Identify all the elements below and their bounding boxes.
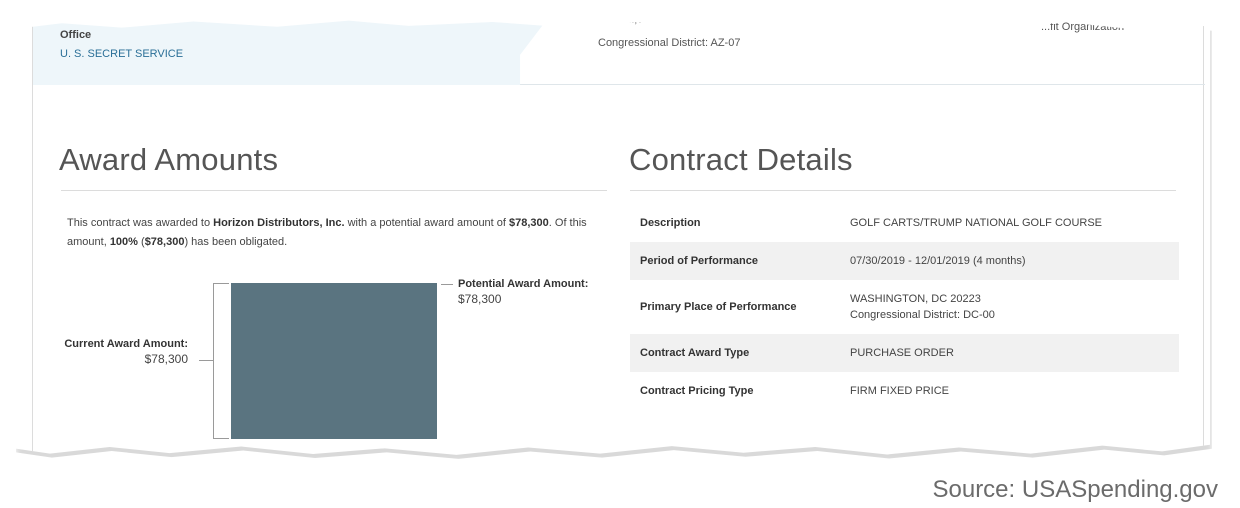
percent-obligated: 100% — [109, 236, 138, 248]
place-location: WASHINGTON, DC 20223 — [850, 293, 981, 305]
recipient-address-partial: ..., AZ 85040 — [626, 15, 683, 26]
award-amounts-heading: Award Amounts — [59, 142, 279, 177]
detail-row-description: Description GOLF CARTS/TRUMP NATIONAL GO… — [630, 204, 1179, 242]
award-summary: This contract was awarded to Horizon Dis… — [67, 214, 612, 252]
contract-heading-divider — [630, 190, 1176, 191]
detail-value: GOLF CARTS/TRUMP NATIONAL GOLF COURSE — [850, 217, 1103, 229]
potential-tick — [441, 284, 453, 285]
detail-row-place: Primary Place of Performance WASHINGTON,… — [630, 280, 1179, 334]
detail-value: 07/30/2019 - 12/01/2019 (4 months) — [850, 255, 1026, 267]
detail-row-pricing-type: Contract Pricing Type FIRM FIXED PRICE — [630, 372, 1179, 410]
detail-row-period: Period of Performance 07/30/2019 - 12/01… — [630, 242, 1179, 280]
recipient-congressional-district: Congressional District: AZ-07 — [598, 37, 741, 49]
detail-label: Contract Pricing Type — [640, 385, 754, 397]
potential-award-label: Potential Award Amount: — [458, 278, 589, 290]
current-award-bar — [231, 283, 437, 439]
office-value[interactable]: U. S. SECRET SERVICE — [60, 48, 184, 60]
summary-end: ) has been obligated. — [184, 236, 288, 248]
contract-details-table: Description GOLF CARTS/TRUMP NATIONAL GO… — [630, 204, 1179, 410]
detail-label: Contract Award Type — [640, 347, 750, 359]
summary-prefix: This contract was awarded to — [67, 217, 214, 229]
detail-label: Description — [640, 217, 701, 229]
source-credit: Source: USASpending.gov — [932, 476, 1218, 503]
office-panel — [33, 20, 543, 85]
current-award-value: $78,300 — [144, 352, 188, 366]
detail-value: WASHINGTON, DC 20223 Congressional Distr… — [850, 291, 1179, 323]
contract-details-heading: Contract Details — [629, 142, 853, 177]
obligated-open: ( — [137, 236, 145, 248]
detail-value: FIRM FIXED PRICE — [850, 385, 950, 397]
office-label: Office — [60, 29, 92, 41]
current-award-label: Current Award Amount: — [64, 338, 188, 350]
current-tick — [199, 360, 213, 361]
card-inner: Office U. S. SECRET SERVICE ..., AZ 8504… — [32, 15, 1205, 455]
obligated-amount-text: $78,300 — [144, 236, 185, 248]
business-type-partial: ...fit Organization — [1041, 21, 1125, 33]
award-card: Office U. S. SECRET SERVICE ..., AZ 8504… — [14, 15, 1210, 455]
potential-amount-text: $78,300 — [509, 217, 549, 229]
place-district: Congressional District: DC-00 — [850, 309, 995, 321]
award-overview-strip: Office U. S. SECRET SERVICE ..., AZ 8504… — [33, 15, 1205, 85]
recipient-name: Horizon Distributors, Inc. — [213, 217, 345, 229]
detail-value: PURCHASE ORDER — [850, 347, 954, 359]
detail-row-award-type: Contract Award Type PURCHASE ORDER — [630, 334, 1179, 372]
detail-label: Primary Place of Performance — [640, 301, 797, 313]
potential-award-value: $78,300 — [458, 292, 502, 306]
summary-mid2: . Of this amount, — [67, 217, 587, 248]
detail-label: Period of Performance — [640, 255, 758, 267]
award-heading-divider — [61, 190, 607, 191]
summary-mid: with a potential award amount of — [344, 217, 510, 229]
award-bracket — [213, 283, 229, 439]
